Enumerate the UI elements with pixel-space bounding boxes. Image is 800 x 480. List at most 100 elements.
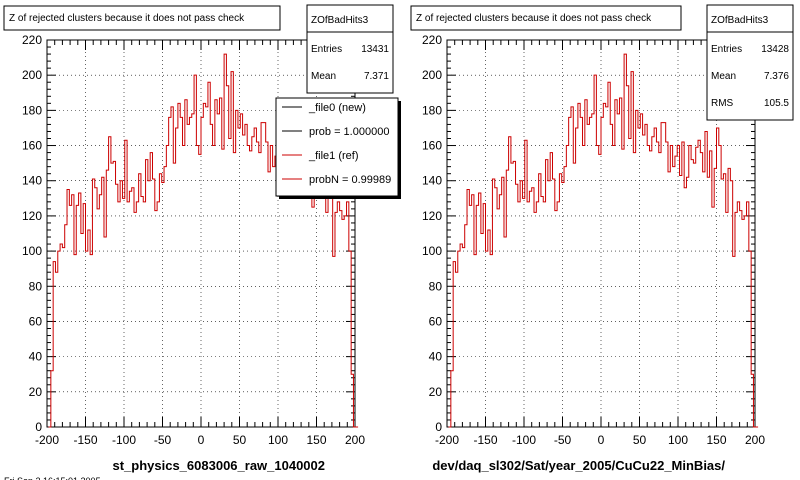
histogram-bin: [539, 174, 541, 427]
histogram-bin: [335, 212, 337, 427]
x-tick-label: -50: [154, 433, 172, 447]
histogram-bin: [215, 100, 217, 427]
histogram-bin: [691, 160, 693, 427]
histogram-bin: [707, 177, 709, 427]
histogram-bin: [696, 147, 698, 427]
stats-box: ZOfBadHits3 Entries 13428 Mean 7.376 RMS 105.5: [706, 4, 794, 121]
histogram-bin: [102, 177, 104, 427]
histogram-bin: [180, 117, 182, 427]
histogram-bin: [703, 172, 705, 427]
histogram-bin: [116, 184, 118, 427]
histogram-bin: [509, 137, 511, 427]
histogram-bin: [231, 72, 233, 427]
histogram-bin: [252, 137, 254, 427]
histogram-bin: [698, 140, 700, 427]
x-tick-label: 200: [345, 433, 365, 447]
histogram-bin: [176, 128, 178, 427]
histogram-bin: [224, 54, 226, 427]
histogram-bin: [580, 117, 582, 427]
y-tick-label: 0: [435, 420, 442, 434]
title-box: [3, 5, 281, 31]
histogram-bin: [92, 179, 94, 427]
histogram-bin: [314, 168, 316, 427]
histogram-bin: [51, 371, 53, 427]
histogram-bin: [118, 202, 120, 427]
histogram-bin: [596, 146, 598, 427]
histogram-bin: [499, 195, 501, 427]
histogram-bin: [171, 107, 173, 427]
histogram-bin: [122, 198, 124, 427]
y-tick-label: 0: [35, 420, 42, 434]
x-tick-label: 200: [745, 433, 765, 447]
y-tick-label: 80: [429, 279, 443, 293]
histogram-bin: [208, 82, 210, 427]
x-tick-label: -200: [435, 433, 459, 447]
chart-panel-1: 0 20 40 60 80 100 120 140 160 180 200 220 -200 -150 -1…: [3, 4, 401, 473]
histogram-bin: [472, 195, 474, 427]
legend-label: prob = 1.000000: [309, 126, 389, 138]
x-axis-label: st_physics_6083006_raw_1040002: [112, 458, 325, 473]
histogram-bin: [652, 137, 654, 427]
y-tick-label: 40: [429, 350, 443, 364]
histogram-bin: [270, 146, 272, 427]
stats-value: 105.5: [764, 98, 789, 109]
histogram-bin: [155, 211, 157, 427]
y-tick-label: 140: [22, 174, 42, 188]
histogram-bin: [286, 177, 288, 427]
y-tick-label: 120: [422, 209, 442, 223]
histogram-bin: [656, 142, 658, 427]
stats-box-frame: [706, 4, 794, 121]
histogram-bin: [613, 146, 615, 427]
stats-value: 13428: [761, 44, 789, 55]
y-tick-label: 160: [22, 139, 42, 153]
stats-name: ZOfBadHits3: [711, 15, 769, 26]
histogram-bin: [751, 374, 753, 427]
y-tick-label: 180: [422, 103, 442, 117]
y-tick-label: 120: [22, 209, 42, 223]
legend-label: _file0 (new): [308, 102, 366, 114]
histogram-bin: [735, 212, 737, 427]
chart-title: Z of rejected clusters because it does n…: [416, 13, 652, 24]
histogram-bin: [476, 205, 478, 427]
histogram-bin: [474, 255, 476, 427]
stats-value: 13431: [361, 44, 389, 55]
histogram-bin: [183, 146, 185, 427]
histogram-bin: [587, 124, 589, 427]
chart-panel-2: 0 20 40 60 80 100 120 140 160 180 200 220 -200 -150 -1…: [410, 4, 794, 473]
histogram-bin: [347, 202, 349, 427]
histogram-bin: [321, 179, 323, 427]
histogram-bin: [62, 248, 64, 427]
histogram-bin: [132, 188, 134, 427]
histogram-bin: [693, 163, 695, 427]
histogram-bin: [467, 190, 469, 427]
histogram-bin: [280, 175, 282, 427]
histogram-bin: [522, 198, 524, 427]
histogram-bin: [714, 168, 716, 427]
histogram-bin: [330, 181, 332, 427]
histogram-bin: [136, 202, 138, 427]
histogram-bin: [721, 179, 723, 427]
legend: _file0 (new) prob = 1.000000 _file1 (ref) p…: [275, 97, 401, 199]
histogram-bin: [622, 149, 624, 427]
histogram-bin: [236, 110, 238, 427]
histogram-bin: [307, 177, 309, 427]
histogram-bin: [162, 182, 164, 427]
histogram-bin: [749, 251, 751, 427]
histogram-bin: [349, 251, 351, 427]
histogram-bin: [148, 181, 150, 427]
x-tick-label: 50: [233, 433, 247, 447]
histogram-bin: [213, 146, 215, 427]
histogram-bin: [689, 146, 691, 427]
histogram-bin: [169, 117, 171, 427]
histogram-bin: [81, 234, 83, 428]
histogram-bin: [206, 107, 208, 427]
histogram-bin: [134, 212, 136, 427]
histogram-bin: [557, 202, 559, 427]
stats-label: Entries: [711, 44, 742, 55]
histogram-bin: [69, 205, 71, 427]
histogram-bin: [619, 98, 621, 427]
x-tick-label: -150: [473, 433, 497, 447]
histogram-bin: [460, 244, 462, 427]
histogram-bin: [229, 139, 231, 427]
histogram-bin: [150, 153, 152, 427]
